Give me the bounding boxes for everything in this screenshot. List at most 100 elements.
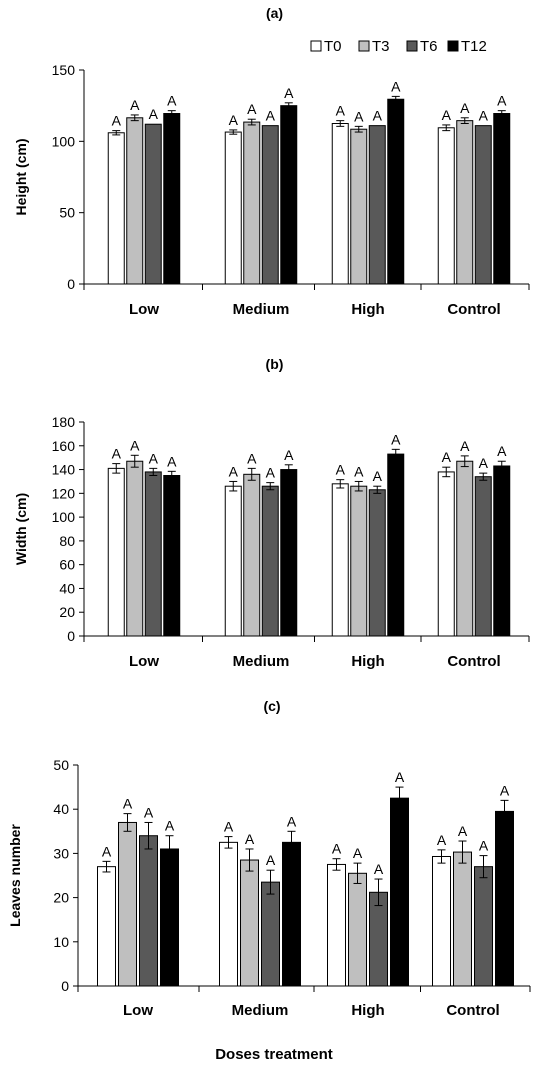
significance-label: A [102,843,112,859]
significance-label: A [460,100,470,116]
significance-label: A [374,861,384,877]
y-tick-label: 150 [52,62,76,78]
bar-T6 [474,866,493,987]
significance-label: A [284,447,294,463]
significance-label: A [130,97,140,113]
panel-title: (c) [263,698,280,714]
y-axis-label: Leaves number [7,824,23,927]
bar-T12 [387,453,405,637]
category-label: High [351,301,384,318]
bar-T6 [144,471,162,637]
significance-label: A [149,106,159,122]
y-tick-label: 0 [61,978,69,994]
significance-label: A [247,450,257,466]
significance-label: A [130,437,140,453]
panel-title: (b) [266,356,284,372]
bar-T6 [368,489,386,637]
category-label: Control [447,653,500,670]
significance-label: A [353,845,363,861]
significance-label: A [167,93,177,109]
category-label: Low [123,1002,153,1019]
significance-label: A [442,449,452,465]
y-tick-label: 60 [59,557,75,573]
bar-T0 [107,132,125,285]
bar-T3 [348,872,367,987]
significance-label: A [497,443,507,459]
bar-T0 [97,866,116,987]
y-tick-label: 180 [52,414,76,430]
legend-label: T0 [324,38,342,55]
bar-T0 [219,841,238,987]
significance-label: A [165,818,175,834]
x-axis-label: Doses treatment [215,1046,333,1063]
bar-T6 [474,125,492,285]
y-tick-label: 40 [59,580,75,596]
bar-T3 [456,460,474,637]
chart-panel-3: (c) 0 10 20 30 40 50 Leaves number Low Medium High… [7,698,531,1019]
y-tick-label: 100 [52,509,76,525]
significance-label: A [332,841,342,857]
y-tick-label: 140 [52,462,76,478]
legend-swatch-T3 [358,40,370,52]
y-axis-label: Width (cm) [13,493,29,565]
bar-T6 [261,881,280,987]
bar-T12 [282,841,301,987]
category-label: Medium [233,301,290,318]
significance-label: A [266,852,276,868]
y-tick-label: 100 [52,133,76,149]
bar-T3 [350,485,368,637]
bar-T3 [118,821,137,987]
bar-T3 [243,121,261,285]
category-label: Low [129,301,159,318]
significance-label: A [149,450,159,466]
significance-label: A [123,796,133,812]
significance-label: A [167,453,177,469]
bar-T3 [453,851,472,987]
bar-T6 [474,476,492,637]
bar-T6 [139,835,158,987]
legend: T0 T3 T6 T12 [310,38,487,55]
significance-label: A [112,113,122,129]
significance-label: A [247,101,257,117]
bar-T0 [437,471,455,637]
y-tick-label: 50 [53,757,69,773]
bar-T6 [368,125,386,285]
legend-label: T6 [420,38,438,55]
significance-label: A [479,455,489,471]
significance-label: A [266,108,276,124]
category-label: Low [129,653,159,670]
bar-T6 [144,123,162,285]
bar-T12 [163,475,181,637]
significance-label: A [395,769,405,785]
category-label: Control [447,301,500,318]
bar-T12 [493,465,511,637]
bar-T0 [331,123,349,285]
significance-label: A [437,832,447,848]
category-label: Control [446,1002,499,1019]
y-tick-label: 40 [53,801,69,817]
category-label: High [351,653,384,670]
y-axis-label: Height (cm) [13,139,29,216]
significance-label: A [497,93,507,109]
bar-T0 [107,467,125,637]
bar-T12 [390,797,409,987]
bar-T0 [224,131,242,285]
bar-T3 [243,473,261,637]
bar-T0 [327,863,346,987]
legend-swatch-T6 [406,40,418,52]
significance-label: A [442,107,452,123]
category-label: High [351,1002,384,1019]
bar-T12 [495,810,514,987]
bar-T12 [160,848,179,987]
significance-label: A [479,838,489,854]
significance-label: A [460,438,470,454]
bar-T0 [224,485,242,637]
category-label: Medium [232,1002,289,1019]
significance-label: A [245,831,255,847]
significance-label: A [229,463,239,479]
significance-label: A [336,103,346,119]
bar-T3 [240,859,259,987]
significance-label: A [224,819,234,835]
significance-label: A [266,465,276,481]
